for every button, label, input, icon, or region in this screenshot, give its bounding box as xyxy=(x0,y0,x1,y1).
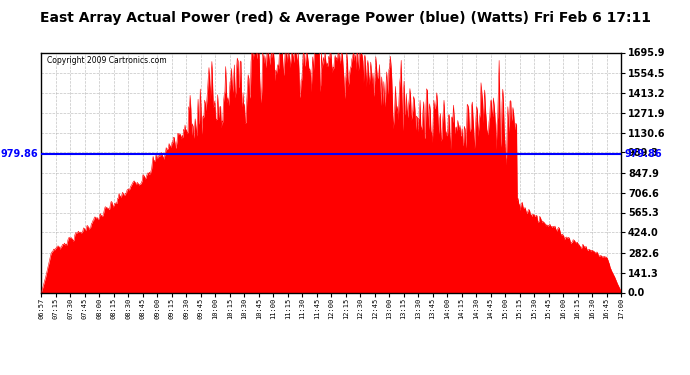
Text: 979.86: 979.86 xyxy=(0,149,38,159)
Text: Copyright 2009 Cartronics.com: Copyright 2009 Cartronics.com xyxy=(47,56,167,65)
Text: East Array Actual Power (red) & Average Power (blue) (Watts) Fri Feb 6 17:11: East Array Actual Power (red) & Average … xyxy=(39,11,651,25)
Text: 979.86: 979.86 xyxy=(624,149,662,159)
